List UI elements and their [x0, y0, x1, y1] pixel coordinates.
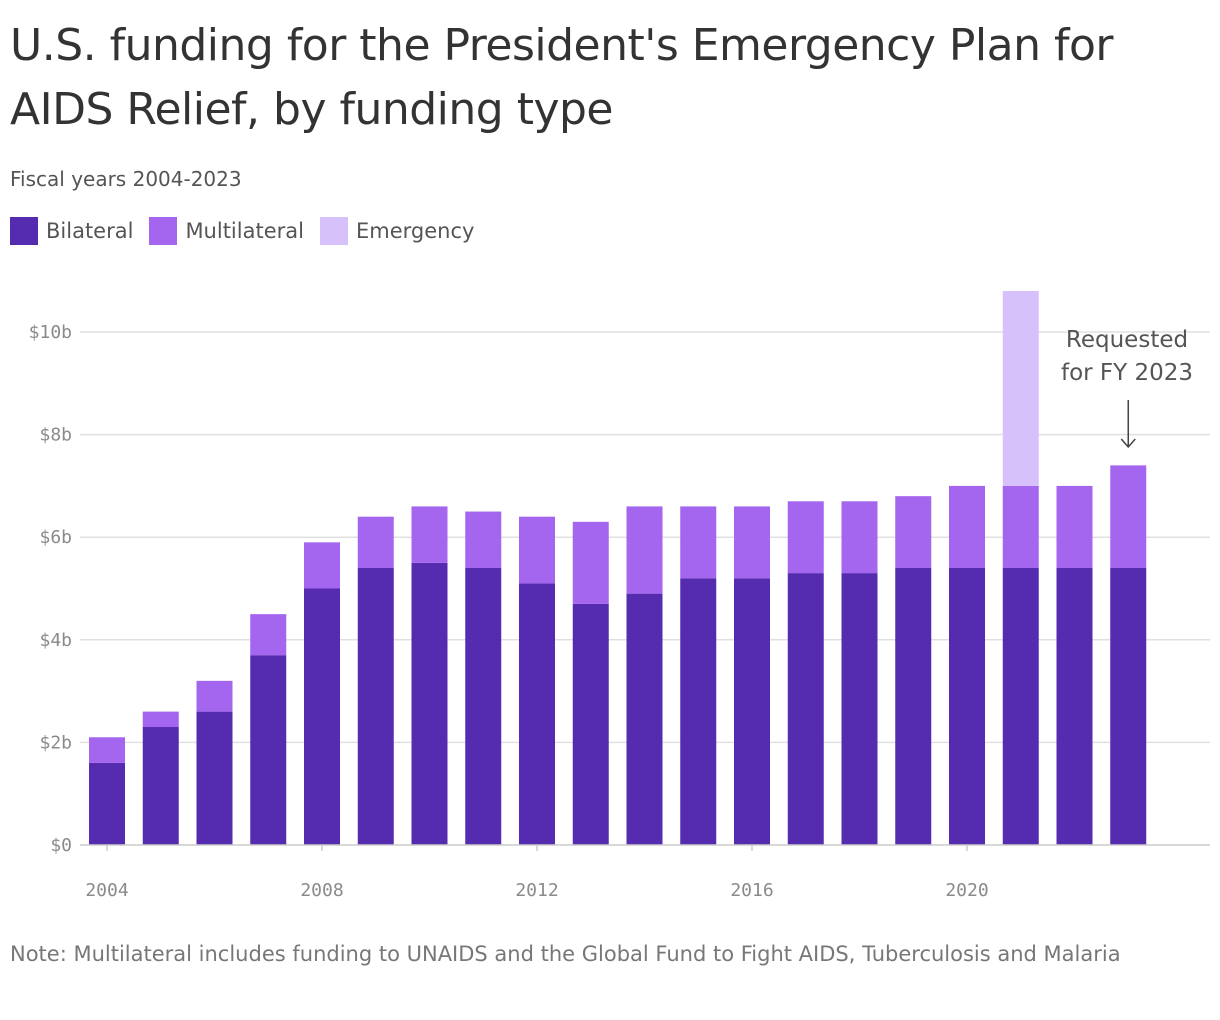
- bar-bilateral: [196, 711, 233, 845]
- bar-multilateral: [895, 496, 932, 568]
- bar-multilateral: [519, 516, 555, 584]
- bar-bilateral: [1110, 567, 1147, 845]
- bar-chart: $0 $2b $4b $6b $8b $10b 2004 2008 2012 2016 2020 Re…: [29, 290, 1210, 901]
- bar-bilateral: [357, 567, 394, 845]
- bar-bilateral: [841, 573, 878, 845]
- bar-multilateral: [949, 485, 985, 568]
- bar-multilateral: [1110, 465, 1147, 568]
- legend-swatch-bilateral: [10, 217, 38, 245]
- x-tick-label: 2004: [85, 880, 128, 901]
- chart-title: U.S. funding for the President's Emergen…: [10, 20, 1114, 135]
- bar-multilateral: [142, 711, 179, 728]
- legend-label-multilateral: Multilateral: [185, 219, 304, 243]
- y-tick-label: $10b: [29, 322, 72, 343]
- y-tick-label: $4b: [39, 630, 72, 651]
- bar-multilateral: [734, 506, 770, 579]
- bar-bilateral: [680, 578, 717, 845]
- bar-bilateral: [519, 583, 555, 845]
- annotation-line-2: for FY 2023: [1061, 360, 1193, 386]
- chart-subtitle: Fiscal years 2004-2023: [10, 167, 242, 191]
- bar-multilateral: [841, 501, 878, 574]
- y-tick-label: $2b: [39, 732, 72, 753]
- annotation-arrow-head: [1120, 438, 1136, 449]
- legend-item-bilateral: Bilateral: [10, 217, 133, 245]
- x-tick-label: 2016: [730, 880, 773, 901]
- x-tick-label: 2008: [300, 880, 343, 901]
- bar-bilateral: [626, 593, 663, 845]
- bar-bilateral: [895, 567, 932, 845]
- bar-bilateral: [142, 727, 179, 845]
- bar-bilateral: [734, 578, 770, 845]
- bar-multilateral: [1056, 485, 1093, 568]
- bar-bilateral: [250, 655, 287, 845]
- bar-bilateral: [411, 562, 448, 845]
- y-tick-label: $6b: [39, 527, 72, 548]
- bar-multilateral: [1002, 485, 1039, 568]
- bar-emergency: [1002, 290, 1039, 486]
- legend-label-emergency: Emergency: [355, 219, 475, 243]
- legend-item-multilateral: Multilateral: [149, 217, 304, 245]
- bar-multilateral: [572, 521, 609, 604]
- bar-multilateral: [196, 680, 233, 712]
- bar-multilateral: [787, 501, 824, 574]
- legend: Bilateral Multilateral Emergency: [10, 217, 490, 245]
- legend-swatch-emergency: [319, 217, 348, 245]
- legend-label-bilateral: Bilateral: [46, 219, 134, 243]
- bar-bilateral: [787, 573, 824, 845]
- x-tick-label: 2012: [515, 880, 558, 901]
- legend-swatch-multilateral: [149, 217, 178, 245]
- y-tick-label: $0: [50, 835, 72, 856]
- bar-bilateral: [572, 603, 609, 845]
- bar-bilateral: [949, 567, 985, 845]
- y-tick-label: $8b: [39, 425, 72, 446]
- bar-multilateral: [250, 614, 287, 656]
- bar-bilateral: [304, 588, 340, 845]
- bar-multilateral: [626, 506, 663, 594]
- legend-item-emergency: Emergency: [319, 217, 475, 245]
- bar-multilateral: [304, 542, 340, 589]
- bar-bilateral: [465, 567, 502, 845]
- bar-multilateral: [465, 511, 502, 568]
- x-tick-label: 2020: [945, 880, 988, 901]
- chart-note: Note: Multilateral includes funding to U…: [10, 942, 1121, 966]
- annotation-line-1: Requested: [1066, 327, 1188, 353]
- bar-multilateral: [680, 506, 717, 579]
- bar-multilateral: [357, 516, 394, 568]
- bar-multilateral: [411, 506, 448, 563]
- bar-bilateral: [89, 762, 125, 845]
- bar-multilateral: [89, 737, 125, 763]
- bar-bilateral: [1056, 567, 1093, 845]
- bar-bilateral: [1002, 567, 1039, 845]
